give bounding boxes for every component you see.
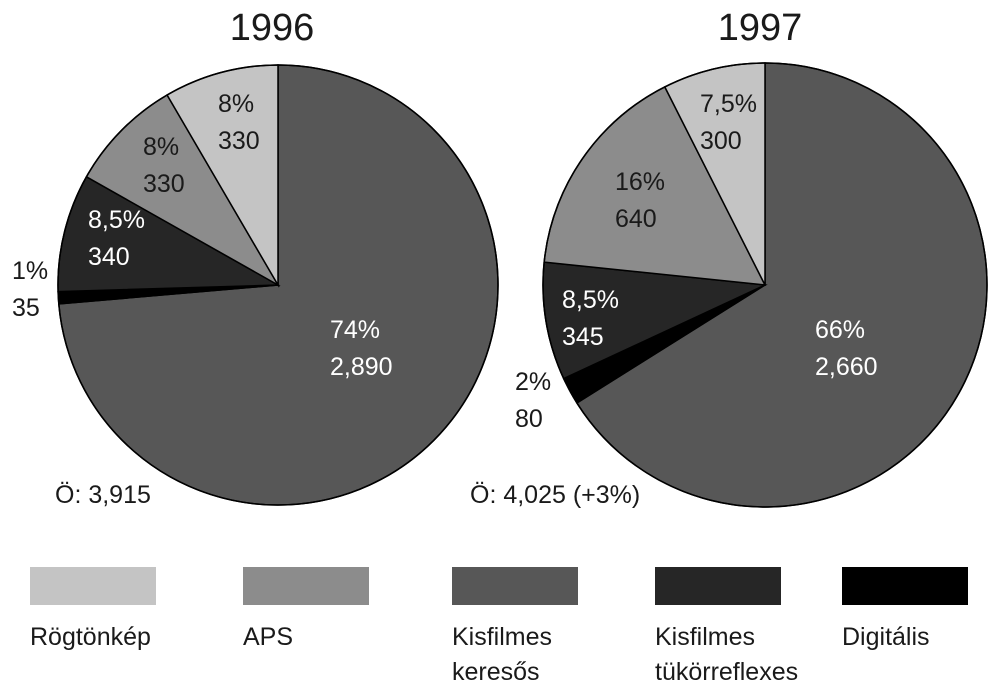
legend-item-rogtonkep: Rögtönkép [30, 567, 156, 651]
slice-value-label: 640 [615, 205, 657, 233]
legend-swatch [842, 567, 968, 605]
slice-percent-label: 8% [143, 133, 179, 161]
legend-item-digitalis: Digitális [842, 567, 968, 651]
legend-swatch [243, 567, 369, 605]
chart-total-label: Ö: 3,915 [55, 481, 151, 509]
slice-value-label: 2,890 [330, 353, 393, 381]
slice-percent-label: 74% [330, 316, 380, 344]
slice-percent-label: 8,5% [562, 286, 619, 314]
legend-item-aps: APS [243, 567, 369, 651]
legend-swatch [655, 567, 781, 605]
slice-percent-label: 1% [12, 257, 48, 285]
legend-label: Rögtönkép [30, 623, 151, 651]
chart-title: 1996 [230, 7, 315, 49]
legend-swatch [452, 567, 578, 605]
slice-value-label: 35 [12, 294, 40, 322]
legend-swatch [30, 567, 156, 605]
legend-label: APS [243, 623, 293, 651]
slice-percent-label: 16% [615, 168, 665, 196]
legend-label: Kisfilmes [655, 623, 755, 651]
legend-label: Kisfilmes [452, 623, 552, 651]
pie-chart-1996: 1996 74% 2,890 1% 35 8,5% 340 8% 330 8% 330 Ö: 3,91… [12, 7, 499, 509]
slice-value-label: 80 [515, 405, 543, 433]
slice-percent-label: 8,5% [88, 206, 145, 234]
chart-total-label: Ö: 4,025 (+3%) [470, 481, 640, 509]
legend-label: keresős [452, 658, 540, 686]
slice-value-label: 345 [562, 323, 604, 351]
pie-outline [542, 62, 988, 508]
pie-outline [57, 64, 499, 506]
slice-value-label: 330 [143, 170, 185, 198]
slice-percent-label: 7,5% [700, 90, 757, 118]
slice-percent-label: 8% [218, 90, 254, 118]
slice-value-label: 340 [88, 243, 130, 271]
legend-label: tükörreflexes [655, 658, 798, 686]
slice-percent-label: 66% [815, 316, 865, 344]
legend-label: Digitális [842, 623, 930, 651]
legend-item-kisfilmes-tukorreflexes: Kisfilmes tükörreflexes [655, 567, 798, 686]
slice-value-label: 300 [700, 127, 742, 155]
slice-percent-label: 2% [515, 368, 551, 396]
slice-value-label: 330 [218, 127, 260, 155]
legend-item-kisfilmes-keresos: Kisfilmes keresős [452, 567, 578, 686]
pie-chart-1997: 1997 66% 2,660 2% 80 8,5% 345 16% 640 7,5% 300 Ö: 4… [470, 7, 988, 509]
legend: Rögtönkép APS Kisfilmes keresős Kisfilmes tük… [30, 567, 968, 686]
chart-title: 1997 [718, 7, 803, 49]
slice-value-label: 2,660 [815, 353, 878, 381]
